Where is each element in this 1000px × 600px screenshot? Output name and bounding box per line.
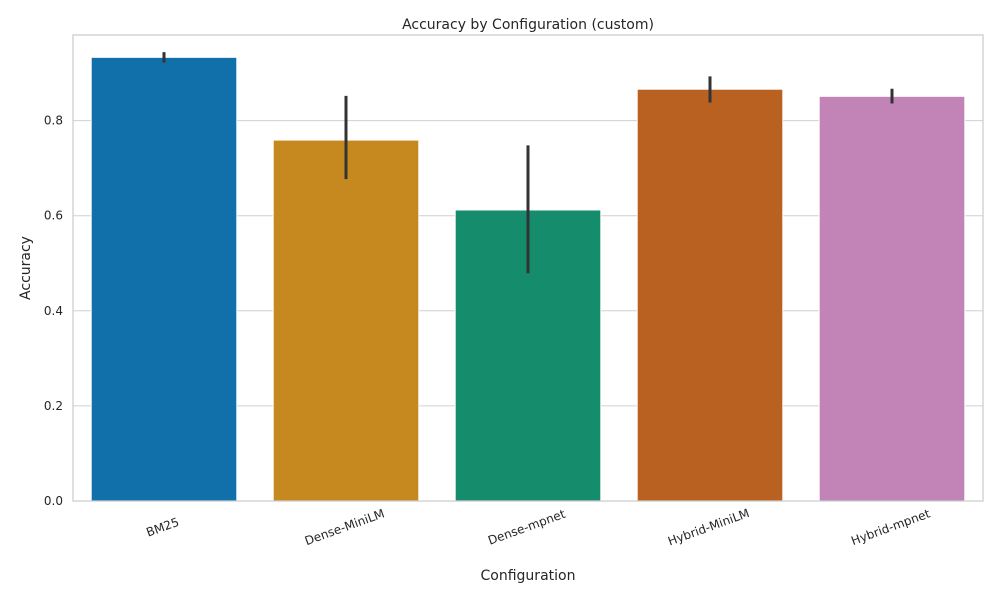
bar-bm25 xyxy=(90,56,238,502)
y-axis-label: Accuracy xyxy=(18,236,34,300)
x-tick-label: BM25 xyxy=(144,515,181,540)
y-tick-label: 0.0 xyxy=(44,494,63,508)
y-tick-labels: 0.0 0.2 0.4 0.6 0.8 xyxy=(44,114,63,508)
x-tick-label: Hybrid-mpnet xyxy=(849,506,932,548)
error-bars xyxy=(162,52,894,274)
bar-dense-minilm xyxy=(272,139,420,502)
x-tick-label: Dense-mpnet xyxy=(486,507,567,548)
y-tick-label: 0.8 xyxy=(44,114,63,128)
x-tick-labels: BM25 Dense-MiniLM Dense-mpnet Hybrid-MiniLM… xyxy=(144,506,932,548)
plot-frame xyxy=(72,34,984,502)
bar-hybrid-minilm xyxy=(636,88,784,502)
bars xyxy=(90,56,966,502)
y-tick-label: 0.6 xyxy=(44,209,63,223)
y-tick-label: 0.2 xyxy=(44,399,63,413)
x-tick-label: Hybrid-MiniLM xyxy=(666,506,751,548)
bar-hybrid-mpnet xyxy=(818,95,966,502)
x-tick-label: Dense-MiniLM xyxy=(303,506,387,548)
y-tick-label: 0.4 xyxy=(44,304,63,318)
chart-title: Accuracy by Configuration (custom) xyxy=(402,17,654,33)
x-axis-label: Configuration xyxy=(481,568,576,584)
